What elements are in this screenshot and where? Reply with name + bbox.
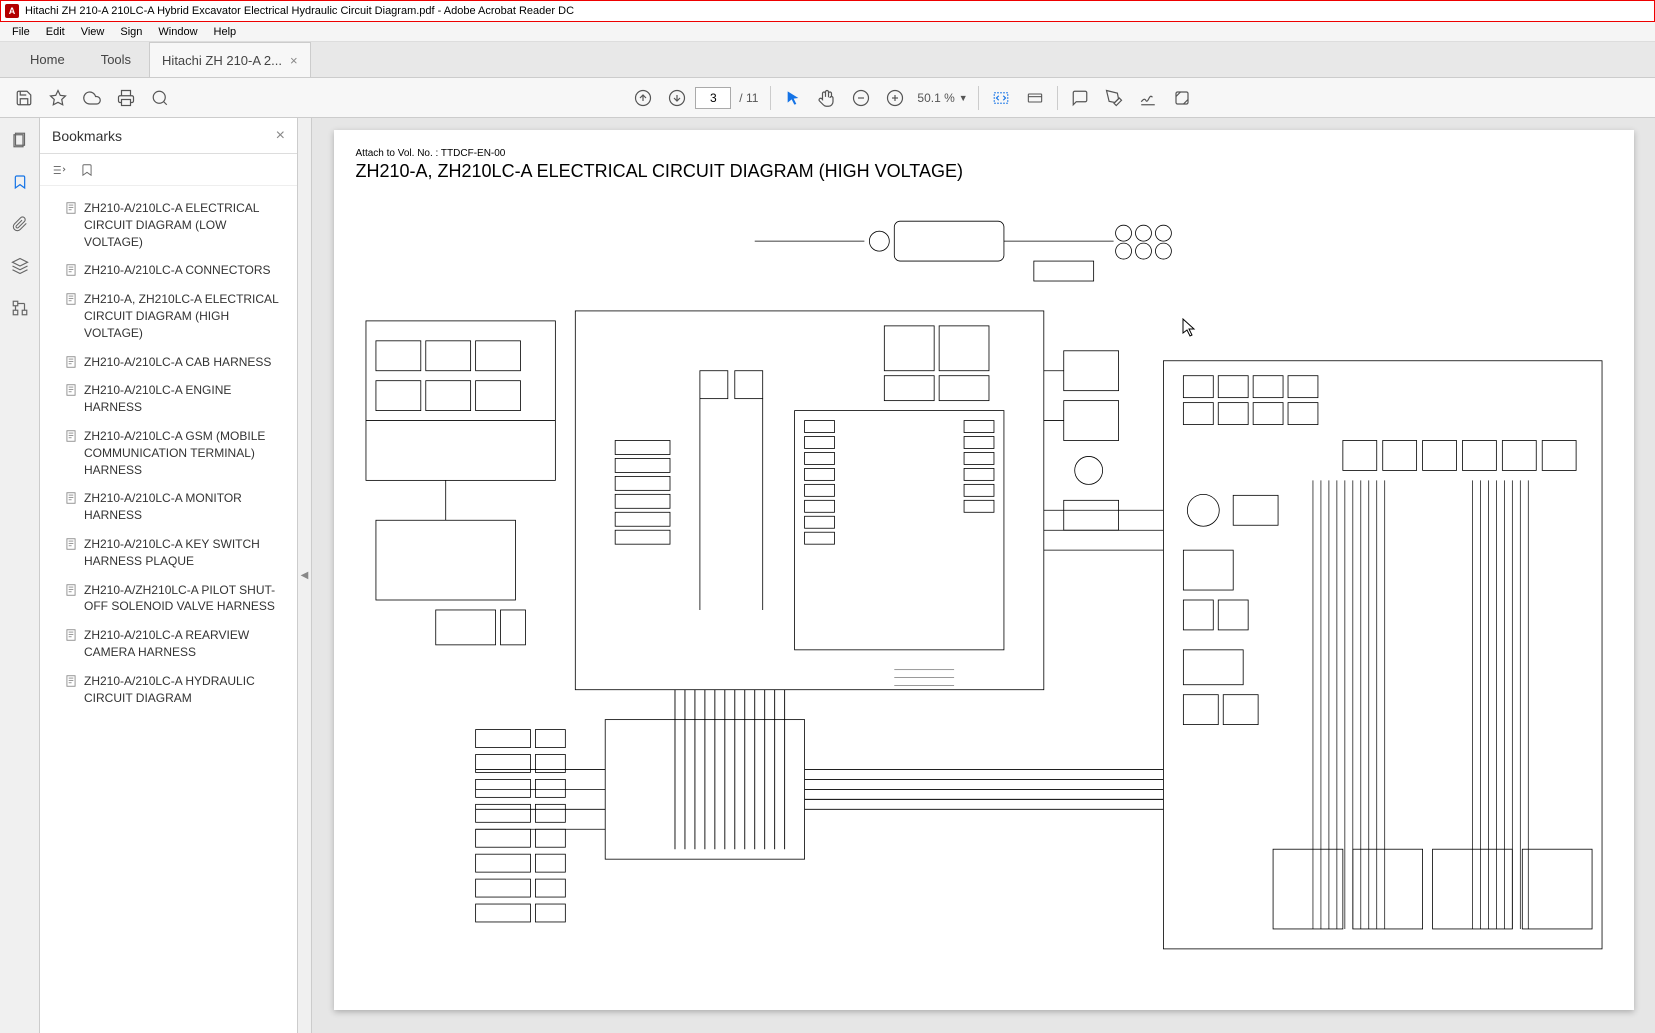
tab-document-label: Hitachi ZH 210-A 2... [162, 53, 282, 68]
stamp-icon[interactable] [1166, 82, 1198, 114]
thumbnails-icon[interactable] [6, 126, 34, 154]
tab-home[interactable]: Home [12, 42, 83, 77]
zoom-level-label: 50.1 % [917, 91, 954, 105]
tabbar: Home Tools Hitachi ZH 210-A 2... × [0, 42, 1655, 78]
page-number-input[interactable] [695, 87, 731, 109]
bookmark-item[interactable]: ZH210-A/210LC-A KEY SWITCH HARNESS PLAQU… [46, 530, 291, 576]
bookmark-item-label: ZH210-A/210LC-A CONNECTORS [84, 262, 271, 279]
star-icon[interactable] [42, 82, 74, 114]
bookmark-item[interactable]: ZH210-A/210LC-A ENGINE HARNESS [46, 376, 291, 422]
menu-window[interactable]: Window [150, 26, 205, 38]
close-panel-icon[interactable]: × [276, 127, 285, 145]
tab-document[interactable]: Hitachi ZH 210-A 2... × [149, 42, 311, 77]
bookmark-item-label: ZH210-A/210LC-A KEY SWITCH HARNESS PLAQU… [84, 536, 283, 570]
bookmark-page-icon [64, 201, 78, 215]
comment-icon[interactable] [1064, 82, 1096, 114]
new-bookmark-icon[interactable] [80, 162, 94, 178]
bookmark-page-icon [64, 292, 78, 306]
bookmark-page-icon [64, 355, 78, 369]
chevron-down-icon: ▼ [959, 93, 968, 103]
bookmark-page-icon [64, 583, 78, 597]
bookmark-page-icon [64, 429, 78, 443]
circuit-diagram [356, 210, 1612, 990]
app-icon: A [5, 4, 19, 18]
save-icon[interactable] [8, 82, 40, 114]
page-title: ZH210-A, ZH210LC-A ELECTRICAL CIRCUIT DI… [356, 161, 1612, 182]
fit-width-icon[interactable] [985, 82, 1017, 114]
bookmark-item-label: ZH210-A/210LC-A REARVIEW CAMERA HARNESS [84, 627, 283, 661]
attachment-icon[interactable] [6, 210, 34, 238]
bookmarks-toolbar [40, 154, 297, 186]
bookmarks-panel: Bookmarks × ZH210-A/210LC-A ELECTRICAL C… [40, 118, 298, 1033]
collapse-handle[interactable]: ◀ [298, 118, 312, 1033]
bookmark-item-label: ZH210-A/210LC-A ENGINE HARNESS [84, 382, 283, 416]
bookmark-page-icon [64, 628, 78, 642]
bookmarks-title: Bookmarks [52, 128, 122, 144]
hand-icon[interactable] [811, 82, 843, 114]
bookmark-page-icon [64, 674, 78, 688]
page-up-icon[interactable] [627, 82, 659, 114]
bookmark-item[interactable]: ZH210-A/210LC-A MONITOR HARNESS [46, 484, 291, 530]
bookmarks-options-icon[interactable] [50, 163, 68, 177]
menu-sign[interactable]: Sign [112, 26, 150, 38]
zoom-in-icon[interactable] [879, 82, 911, 114]
bookmark-icon[interactable] [6, 168, 34, 196]
bookmark-item[interactable]: ZH210-A, ZH210LC-A ELECTRICAL CIRCUIT DI… [46, 285, 291, 347]
bookmark-page-icon [64, 537, 78, 551]
bookmark-item[interactable]: ZH210-A/210LC-A GSM (MOBILE COMMUNICATIO… [46, 422, 291, 484]
layers-icon[interactable] [6, 252, 34, 280]
bookmarks-header: Bookmarks × [40, 118, 297, 154]
page-down-icon[interactable] [661, 82, 693, 114]
zoom-out-icon[interactable] [845, 82, 877, 114]
menu-help[interactable]: Help [206, 26, 245, 38]
page-total-label: / 11 [733, 91, 764, 105]
document-area[interactable]: Attach to Vol. No. : TTDCF-EN-00 ZH210-A… [312, 118, 1655, 1033]
window-title: Hitachi ZH 210-A 210LC-A Hybrid Excavato… [25, 5, 574, 17]
model-tree-icon[interactable] [6, 294, 34, 322]
bookmark-item-label: ZH210-A/210LC-A CAB HARNESS [84, 354, 271, 371]
bookmark-page-icon [64, 383, 78, 397]
bookmark-item-label: ZH210-A/210LC-A HYDRAULIC CIRCUIT DIAGRA… [84, 673, 283, 707]
menu-file[interactable]: File [4, 26, 38, 38]
bookmark-item[interactable]: ZH210-A/ZH210LC-A PILOT SHUT-OFF SOLENOI… [46, 576, 291, 622]
bookmark-item[interactable]: ZH210-A/210LC-A ELECTRICAL CIRCUIT DIAGR… [46, 194, 291, 256]
bookmark-page-icon [64, 263, 78, 277]
bookmark-page-icon [64, 491, 78, 505]
pointer-icon[interactable] [777, 82, 809, 114]
print-icon[interactable] [110, 82, 142, 114]
tab-close-icon[interactable]: × [290, 53, 298, 68]
search-icon[interactable] [144, 82, 176, 114]
bookmark-item-label: ZH210-A/210LC-A MONITOR HARNESS [84, 490, 283, 524]
menu-edit[interactable]: Edit [38, 26, 73, 38]
main-area: Bookmarks × ZH210-A/210LC-A ELECTRICAL C… [0, 118, 1655, 1033]
bookmark-item[interactable]: ZH210-A/210LC-A REARVIEW CAMERA HARNESS [46, 621, 291, 667]
bookmark-item[interactable]: ZH210-A/210LC-A CONNECTORS [46, 256, 291, 285]
toolbar: / 11 50.1 % ▼ [0, 78, 1655, 118]
bookmarks-list: ZH210-A/210LC-A ELECTRICAL CIRCUIT DIAGR… [40, 186, 297, 1033]
pdf-page: Attach to Vol. No. : TTDCF-EN-00 ZH210-A… [334, 130, 1634, 1010]
tab-tools[interactable]: Tools [83, 42, 149, 77]
sign-icon[interactable] [1132, 82, 1164, 114]
cloud-icon[interactable] [76, 82, 108, 114]
bookmark-item[interactable]: ZH210-A/210LC-A HYDRAULIC CIRCUIT DIAGRA… [46, 667, 291, 713]
read-mode-icon[interactable] [1019, 82, 1051, 114]
bookmark-item-label: ZH210-A/210LC-A ELECTRICAL CIRCUIT DIAGR… [84, 200, 283, 250]
highlight-icon[interactable] [1098, 82, 1130, 114]
menu-view[interactable]: View [73, 26, 113, 38]
titlebar: A Hitachi ZH 210-A 210LC-A Hybrid Excava… [0, 0, 1655, 22]
zoom-level[interactable]: 50.1 % ▼ [913, 91, 971, 105]
left-rail [0, 118, 40, 1033]
bookmark-item-label: ZH210-A/210LC-A GSM (MOBILE COMMUNICATIO… [84, 428, 283, 478]
bookmark-item[interactable]: ZH210-A/210LC-A CAB HARNESS [46, 348, 291, 377]
bookmark-item-label: ZH210-A, ZH210LC-A ELECTRICAL CIRCUIT DI… [84, 291, 283, 341]
menubar: File Edit View Sign Window Help [0, 22, 1655, 42]
bookmark-item-label: ZH210-A/ZH210LC-A PILOT SHUT-OFF SOLENOI… [84, 582, 283, 616]
page-header-small: Attach to Vol. No. : TTDCF-EN-00 [356, 148, 1612, 159]
